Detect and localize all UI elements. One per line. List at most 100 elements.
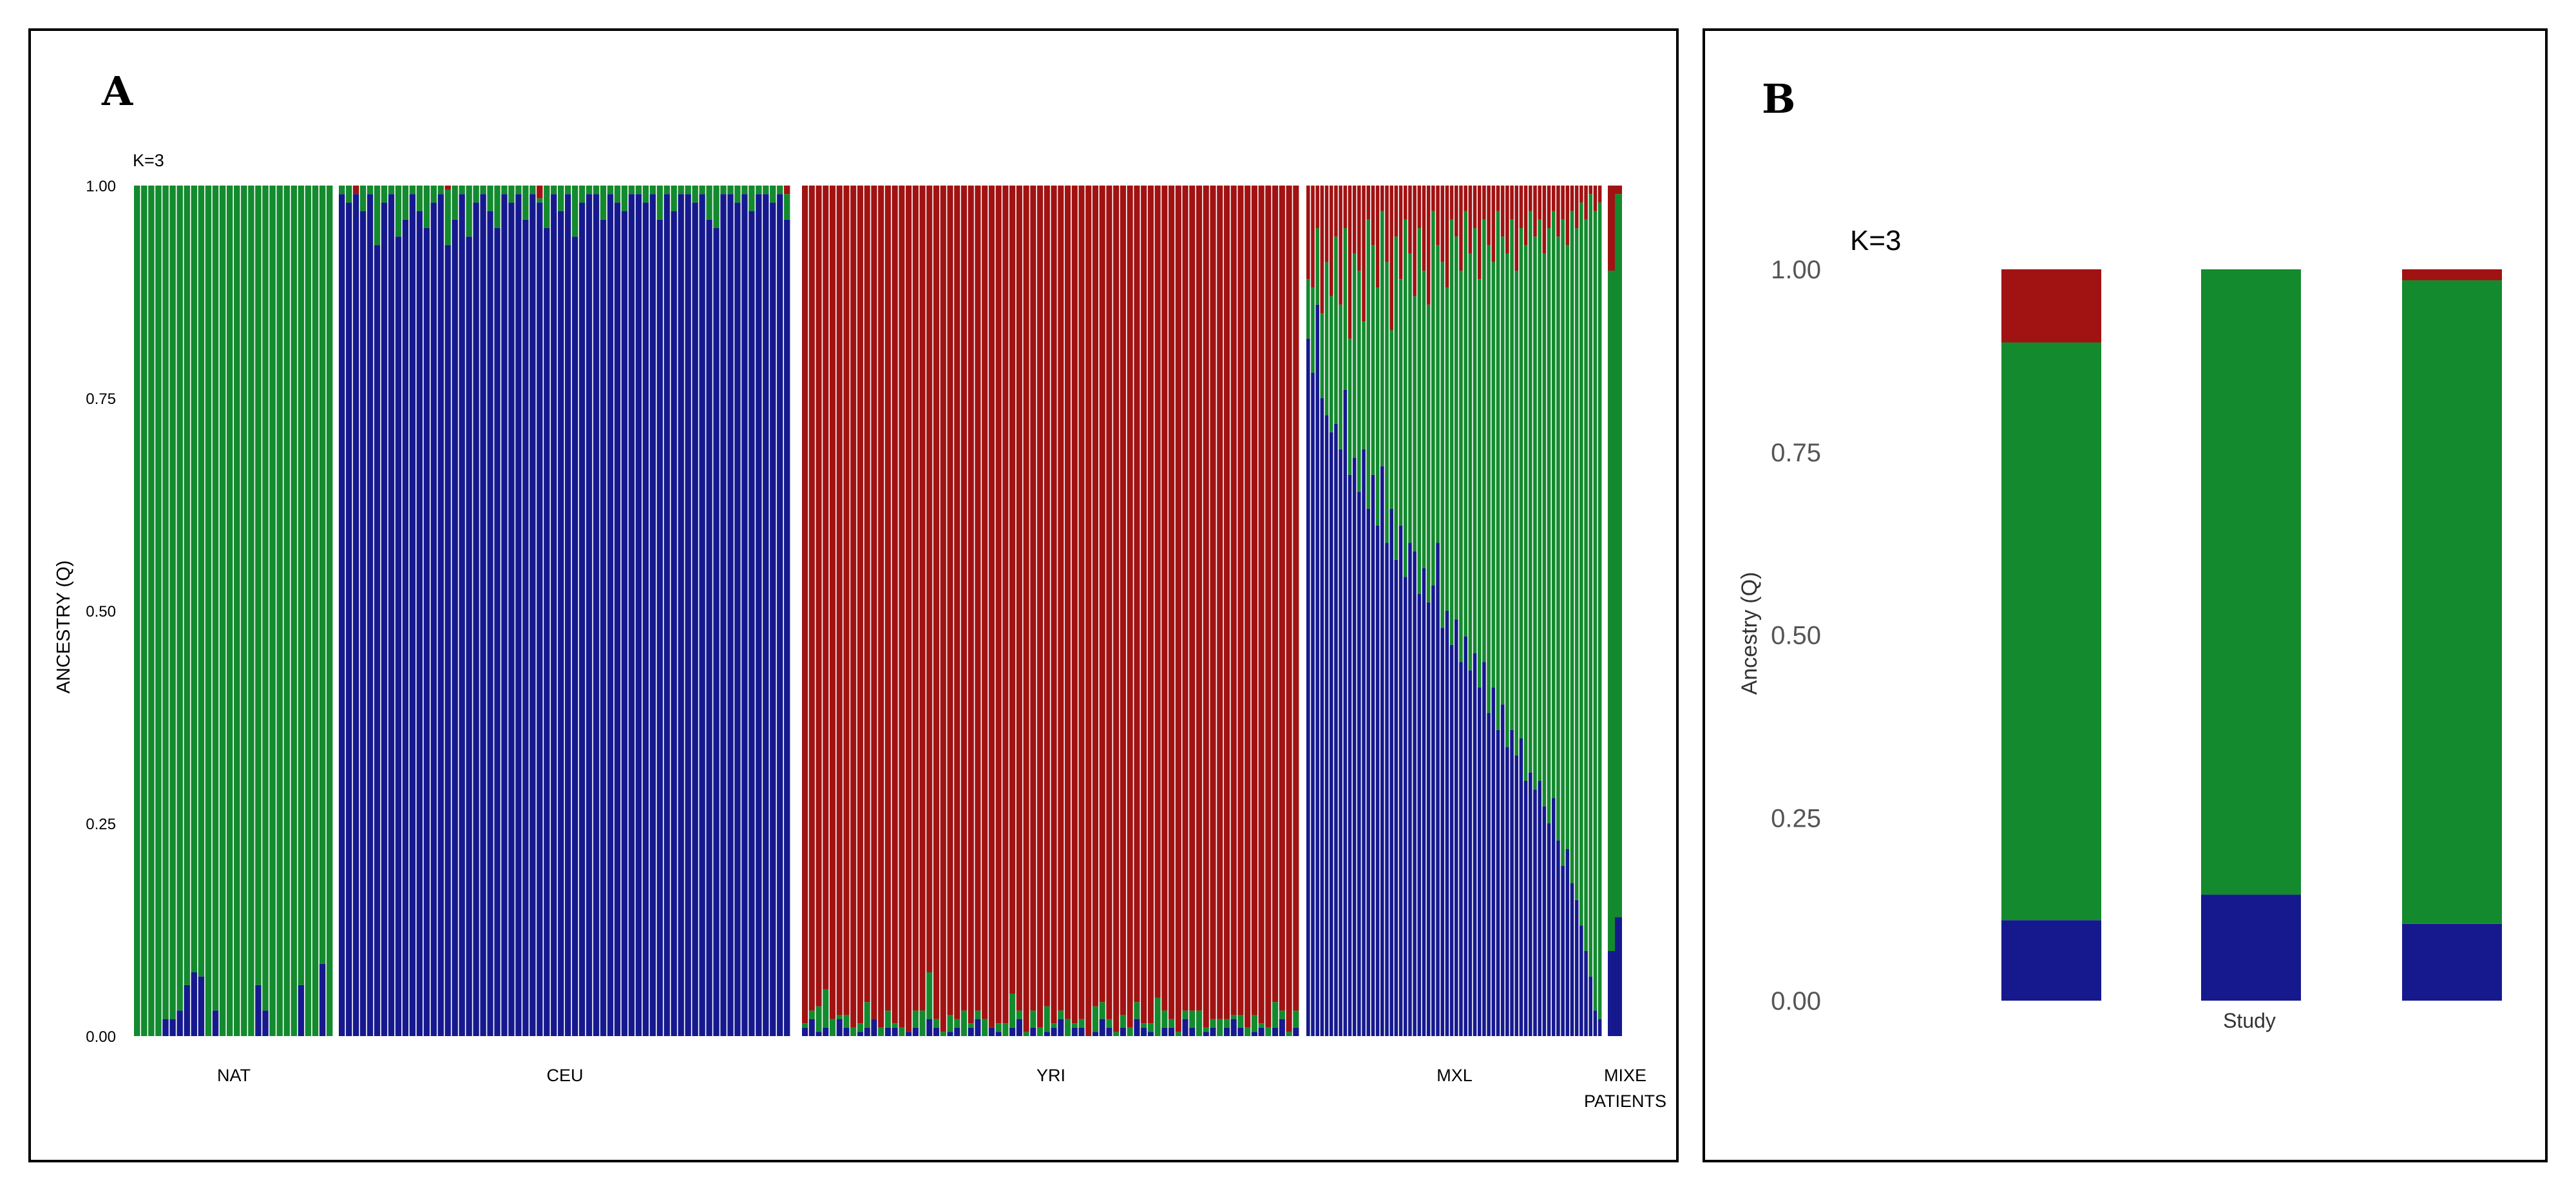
admixture-bar-segment [906, 1032, 912, 1036]
admixture-bar-segment [1348, 338, 1352, 475]
admixture-bar-segment [1334, 236, 1338, 424]
admixture-bar-segment [884, 186, 891, 1011]
admixture-bar-segment [1272, 1027, 1279, 1036]
admixture-bar-segment [1279, 186, 1285, 1011]
admixture-bar-segment [191, 186, 198, 972]
admixture-bar-segment [305, 186, 312, 1036]
admixture-bar-segment [656, 186, 663, 220]
admixture-bar-segment [508, 186, 515, 203]
admixture-bar-segment [544, 228, 550, 1036]
admixture-bar-segment [388, 194, 395, 1037]
admixture-bar-segment [1519, 228, 1523, 738]
admixture-bar-segment [954, 186, 960, 1019]
admixture-bar-segment [1315, 228, 1319, 305]
admixture-bar-segment [1245, 186, 1251, 1028]
admixture-bar-segment [1445, 186, 1449, 288]
admixture-bar-segment [1343, 389, 1348, 1036]
admixture-bar-segment [515, 186, 522, 195]
admixture-bar-segment [734, 202, 741, 1036]
admixture-bar-segment [1542, 253, 1547, 807]
admixture-bar-segment [148, 186, 155, 1036]
admixture-bar-segment [1538, 781, 1541, 1036]
admixture-bar-segment [134, 186, 140, 1036]
admixture-bar-segment [466, 236, 472, 1037]
admixture-bar-segment [1348, 474, 1352, 1036]
admixture-bar-segment [1570, 186, 1574, 211]
admixture-bar-segment [1514, 271, 1519, 756]
admixture-bar-segment [169, 1019, 176, 1036]
admixture-bar-segment [614, 186, 621, 203]
admixture-bar-segment [1579, 186, 1583, 203]
admixture-bar-segment [1417, 228, 1422, 594]
admixture-bar-segment [177, 1010, 183, 1036]
admixture-bar-segment [628, 194, 635, 1037]
admixture-bar-segment [1431, 186, 1435, 211]
ancestry-bar-segment [2001, 342, 2101, 921]
admixture-bar-segment [802, 1027, 808, 1036]
admixture-bar-segment [359, 186, 367, 211]
admixture-bar-segment [982, 186, 988, 1019]
admixture-bar-segment [255, 985, 262, 1036]
admixture-bar-segment [1306, 279, 1310, 339]
admixture-bar-segment [494, 228, 501, 1036]
group-label: YRI [1036, 1066, 1065, 1085]
admixture-bar-segment [298, 985, 305, 1036]
admixture-bar-segment [1306, 338, 1310, 1036]
admixture-bar-segment [1320, 398, 1324, 1036]
admixture-bar-segment [678, 186, 684, 195]
admixture-bar-segment [1030, 1010, 1036, 1028]
admixture-bar-segment [262, 1010, 269, 1036]
admixture-bar-segment [1593, 1010, 1598, 1036]
admixture-bar-segment [1030, 186, 1036, 1011]
admixture-bar-segment [1375, 526, 1380, 1036]
chart-a-ytick: 0.50 [86, 603, 116, 620]
admixture-bar-segment [430, 186, 437, 203]
admixture-bar-segment [1491, 186, 1496, 262]
admixture-bar-segment [1339, 186, 1342, 305]
admixture-bar-segment [1565, 245, 1570, 849]
admixture-bar-segment [1210, 186, 1216, 1019]
admixture-bar-segment [1565, 849, 1570, 1036]
admixture-bar-segment [864, 186, 870, 1003]
admixture-bar-segment [1154, 186, 1161, 998]
admixture-bar-segment [899, 1027, 905, 1036]
admixture-bar-segment [444, 245, 451, 1036]
admixture-bar-segment [1529, 211, 1532, 773]
admixture-bar-segment [1357, 492, 1361, 1036]
admixture-bar-segment [501, 186, 508, 195]
admixture-bar-segment [1189, 186, 1196, 1011]
admixture-bar-segment [1440, 186, 1445, 262]
admixture-bar-segment [1016, 1019, 1022, 1036]
admixture-bar-segment [1523, 245, 1528, 781]
group-label: MIXE [1604, 1066, 1646, 1085]
admixture-bar-segment [1589, 186, 1593, 195]
admixture-bar-segment [749, 211, 755, 1037]
admixture-bar-segment [1413, 296, 1417, 552]
admixture-bar-segment [1169, 1027, 1175, 1036]
admixture-bar-segment [352, 186, 359, 195]
admixture-bar-segment [1482, 662, 1486, 1036]
admixture-bar-segment [241, 186, 247, 1036]
group-label: NAT [217, 1066, 251, 1085]
chart-b-ytick: 0.00 [1771, 987, 1821, 1015]
admixture-bar-segment [141, 186, 148, 1036]
admixture-bar-segment [1519, 186, 1523, 228]
admixture-bar-segment [802, 186, 808, 1024]
admixture-bar-segment [1394, 186, 1398, 237]
admixture-bar-segment [777, 186, 783, 195]
admixture-bar-segment [1598, 202, 1602, 1019]
admixture-bar-segment [663, 194, 670, 1037]
admixture-bar-segment [1182, 1019, 1188, 1036]
admixture-bar-segment [1565, 186, 1570, 245]
admixture-bar-segment [1044, 186, 1050, 1006]
admixture-bar-segment [635, 186, 642, 195]
admixture-bar-segment [829, 1019, 836, 1036]
admixture-bar-segment [1422, 568, 1426, 1036]
admixture-bar-segment [784, 186, 790, 195]
admixture-bar-segment [205, 186, 212, 1036]
admixture-bar-segment [621, 186, 628, 211]
admixture-bar-segment [823, 186, 829, 990]
admixture-bar-segment [1491, 262, 1496, 688]
admixture-bar-segment [649, 194, 656, 1037]
admixture-bar-segment [1375, 186, 1380, 288]
